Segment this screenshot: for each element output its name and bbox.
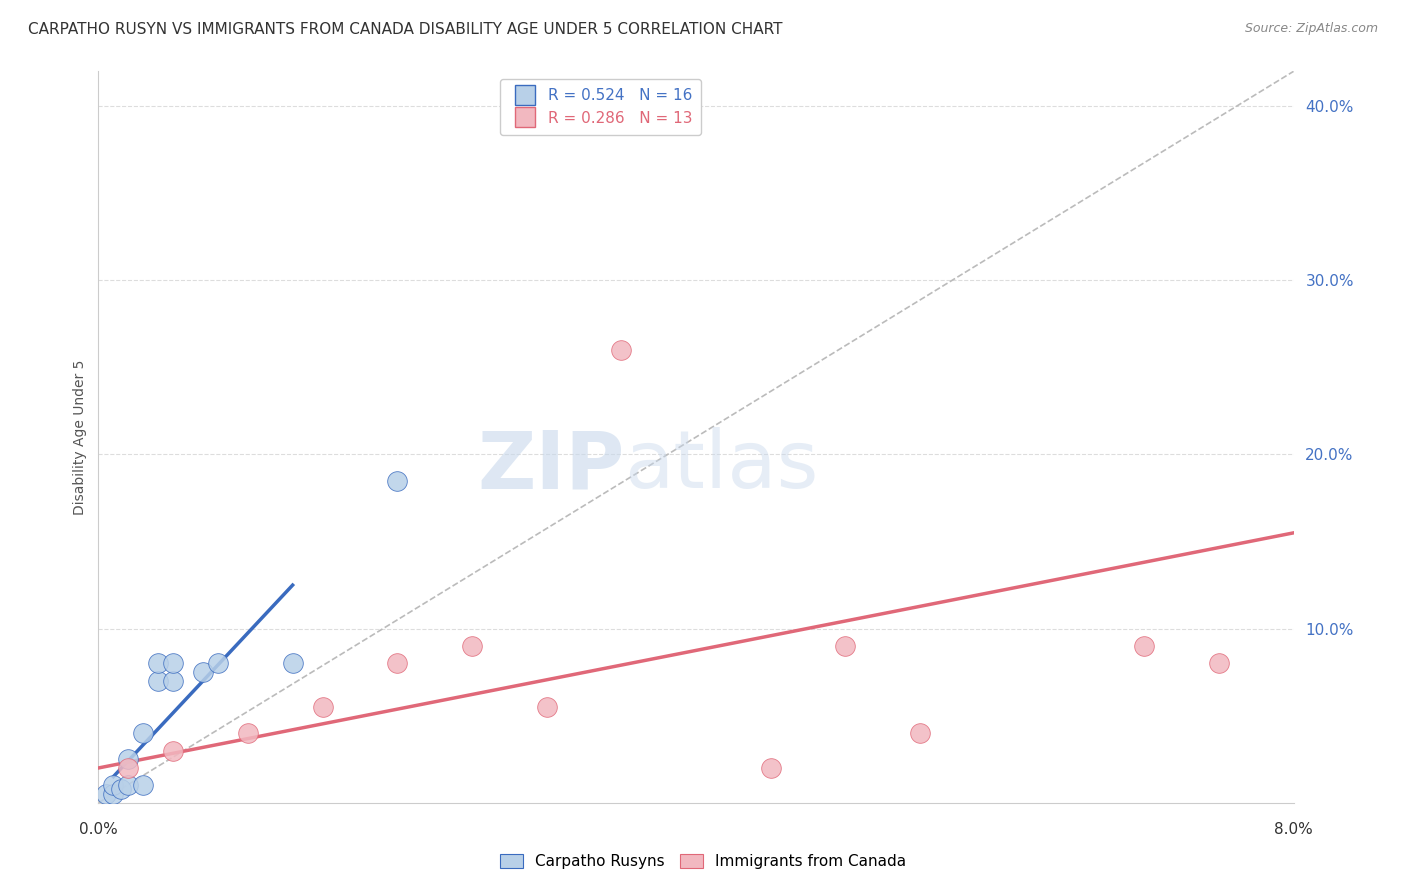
Y-axis label: Disability Age Under 5: Disability Age Under 5	[73, 359, 87, 515]
Point	[117, 752, 139, 766]
Point	[1133, 639, 1156, 653]
Point	[908, 726, 931, 740]
Point	[461, 639, 484, 653]
Point	[162, 743, 184, 757]
Point	[236, 726, 259, 740]
Text: CARPATHO RUSYN VS IMMIGRANTS FROM CANADA DISABILITY AGE UNDER 5 CORRELATION CHAR: CARPATHO RUSYN VS IMMIGRANTS FROM CANADA…	[28, 22, 783, 37]
Legend: Carpatho Rusyns, Immigrants from Canada: Carpatho Rusyns, Immigrants from Canada	[494, 848, 912, 875]
Point	[1208, 657, 1230, 671]
Point	[117, 761, 139, 775]
Point	[281, 657, 304, 671]
Point	[834, 639, 856, 653]
Point	[148, 673, 170, 688]
Text: atlas: atlas	[624, 427, 818, 506]
Point	[759, 761, 782, 775]
Text: Source: ZipAtlas.com: Source: ZipAtlas.com	[1244, 22, 1378, 36]
Point	[311, 700, 333, 714]
Point	[132, 726, 155, 740]
Point	[610, 343, 633, 357]
Text: ZIP: ZIP	[477, 427, 624, 506]
Point	[148, 657, 170, 671]
Point	[385, 657, 409, 671]
Point	[132, 778, 155, 792]
Text: 8.0%: 8.0%	[1274, 822, 1313, 837]
Point	[536, 700, 558, 714]
Point	[94, 787, 117, 801]
Text: 0.0%: 0.0%	[79, 822, 118, 837]
Point	[103, 787, 125, 801]
Point	[162, 657, 184, 671]
Point	[162, 673, 184, 688]
Point	[191, 665, 214, 680]
Point	[207, 657, 229, 671]
Point	[110, 781, 132, 796]
Point	[103, 778, 125, 792]
Legend: R = 0.524   N = 16, R = 0.286   N = 13: R = 0.524 N = 16, R = 0.286 N = 13	[501, 79, 702, 135]
Point	[117, 778, 139, 792]
Point	[385, 474, 409, 488]
